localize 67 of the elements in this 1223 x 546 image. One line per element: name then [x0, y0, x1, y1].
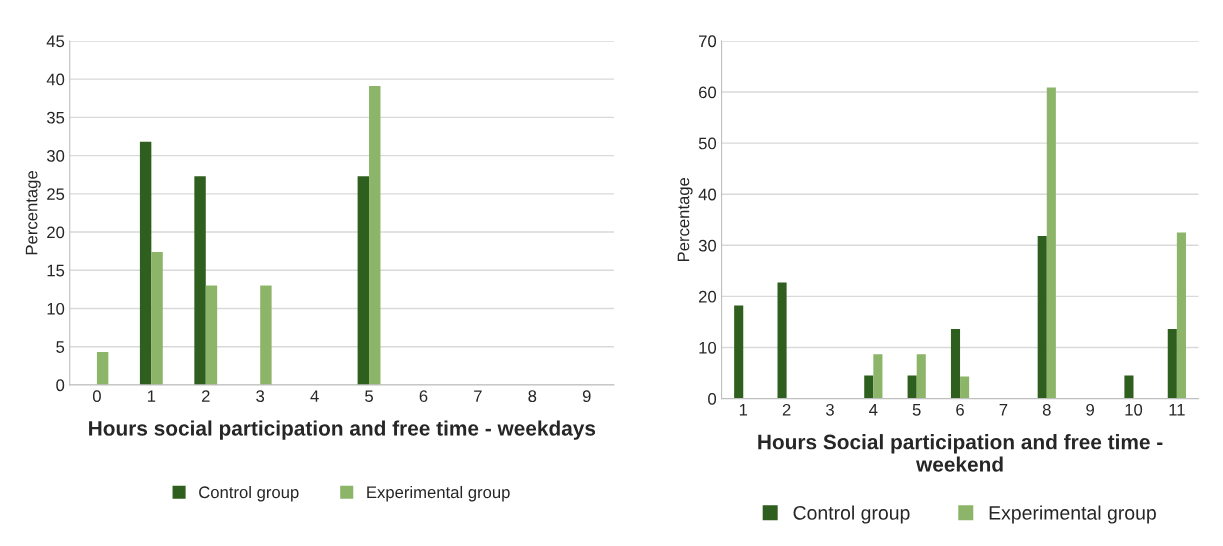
- x-tick-label: 4: [310, 390, 319, 402]
- legend-label: Experimental group: [367, 485, 510, 502]
- bar: [369, 86, 381, 385]
- y-tick-label: 15: [47, 264, 65, 277]
- x-tick-label: 4: [869, 404, 878, 416]
- y-tick-label: 35: [46, 111, 65, 124]
- x-tick-label: 5: [365, 390, 373, 403]
- y-tick-label: 70: [699, 35, 717, 48]
- x-tick-label: 9: [582, 390, 591, 403]
- x-tick-label: 1: [739, 404, 748, 416]
- y-tick-label: 0: [56, 379, 65, 392]
- x-tick-label: 1: [147, 390, 156, 402]
- x-axis-title: Hours Social participation and free time - weekend: [758, 434, 1163, 472]
- x-tick-label: 8: [1042, 403, 1051, 416]
- x-tick-label: 0: [92, 390, 101, 403]
- bar: [260, 285, 272, 385]
- y-tick-label: 30: [698, 239, 717, 252]
- bar: [205, 285, 218, 385]
- bar: [864, 375, 874, 399]
- bar: [873, 354, 883, 399]
- x-tick-label: 6: [419, 390, 428, 403]
- y-tick-label: 10: [699, 341, 717, 354]
- bar: [357, 176, 370, 385]
- y-tick-label: 5: [56, 341, 65, 353]
- bar: [734, 305, 744, 399]
- bar: [950, 329, 961, 399]
- legend-label: Control group: [793, 505, 910, 524]
- x-axis-title: Hours social participation and free time - weekdays: [89, 420, 596, 440]
- bar: [96, 352, 109, 385]
- y-tick-label: 20: [47, 226, 65, 239]
- bar: [907, 375, 917, 399]
- y-axis-title: Percentage: [25, 171, 41, 255]
- y-tick-label: 45: [46, 35, 65, 48]
- bar: [1037, 236, 1047, 399]
- bar: [1046, 87, 1056, 399]
- y-tick-label: 40: [698, 188, 717, 201]
- bar: [194, 176, 206, 385]
- bar: [139, 141, 152, 385]
- bar: [916, 354, 926, 399]
- x-tick-label: 3: [256, 390, 265, 403]
- x-tick-label: 9: [1086, 403, 1094, 416]
- y-tick-label: 40: [46, 73, 65, 86]
- bar: [1167, 329, 1177, 399]
- x-tick-label: 2: [201, 390, 210, 402]
- legend-label: Control group: [199, 485, 299, 502]
- y-tick-label: 60: [699, 86, 717, 99]
- bar: [1176, 232, 1186, 399]
- legend-label: Experimental group: [989, 505, 1156, 524]
- bar: [1124, 375, 1134, 399]
- x-tick-label: 7: [474, 390, 482, 402]
- x-tick-label: 3: [825, 403, 834, 416]
- x-tick-label: 11: [1169, 404, 1185, 416]
- y-tick-label: 20: [699, 290, 717, 303]
- y-tick-label: 25: [47, 188, 65, 201]
- bar: [777, 282, 787, 399]
- y-tick-label: 50: [698, 137, 717, 150]
- x-tick-label: 6: [956, 403, 964, 416]
- y-tick-label: 10: [47, 302, 65, 315]
- x-tick-label: 2: [782, 403, 791, 416]
- x-tick-label: 7: [999, 404, 1008, 416]
- x-tick-label: 10: [1125, 403, 1143, 416]
- x-tick-label: 8: [528, 390, 537, 403]
- y-axis-title: Percentage: [677, 177, 693, 262]
- y-tick-label: 30: [46, 150, 65, 162]
- x-tick-label: 5: [912, 404, 921, 416]
- bar: [960, 376, 970, 399]
- bar: [151, 251, 163, 385]
